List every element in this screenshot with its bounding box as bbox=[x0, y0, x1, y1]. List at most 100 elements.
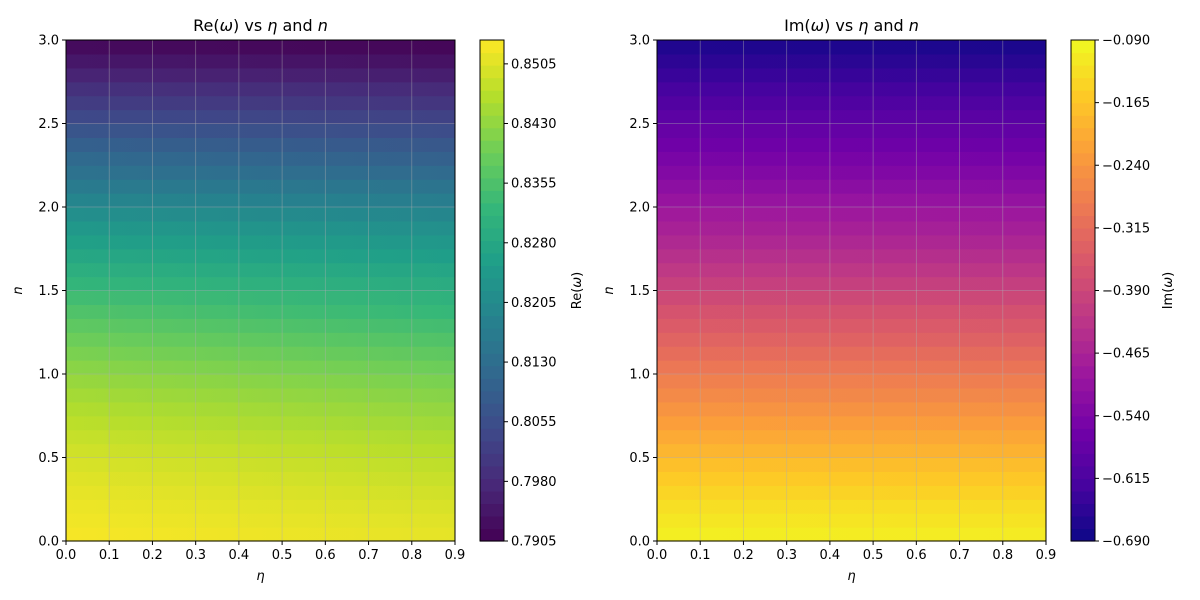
contour-band bbox=[66, 109, 455, 125]
colorbar-segment bbox=[1071, 478, 1095, 492]
colorbar-tick-label: −0.315 bbox=[1102, 221, 1150, 236]
contour-band bbox=[66, 207, 455, 222]
chart-title-part: ) vs bbox=[824, 16, 858, 35]
colorbar-segment bbox=[1071, 190, 1095, 204]
contour-band bbox=[66, 499, 455, 514]
contour-band bbox=[66, 95, 455, 111]
contour-band bbox=[657, 137, 1046, 152]
chart-title-part: η bbox=[267, 16, 277, 35]
colorbar-segment bbox=[480, 165, 504, 179]
colorbar-segment bbox=[1071, 115, 1095, 129]
colorbar-label-part: ω bbox=[570, 277, 585, 288]
contour-band bbox=[657, 415, 1046, 431]
colorbar-tick-label: −0.690 bbox=[1102, 535, 1150, 550]
contour-band bbox=[657, 513, 1046, 528]
colorbar-frame bbox=[479, 39, 505, 542]
colorbar: 0.7905 0.7980 0.8055 0.8130 0.8205 0.8280 0.83… bbox=[479, 39, 585, 550]
contour-band bbox=[66, 67, 455, 83]
colorbar-tick-label: 0.8205 bbox=[511, 296, 557, 311]
y-tick-label: 1.5 bbox=[629, 284, 650, 299]
colorbar-segment bbox=[1071, 165, 1095, 179]
contour-band bbox=[657, 374, 1046, 389]
colorbar-segment bbox=[1071, 490, 1095, 505]
contour-band bbox=[657, 234, 1046, 250]
colorbar-segment bbox=[480, 428, 504, 442]
colorbar-tick-label: −0.390 bbox=[1102, 284, 1150, 299]
colorbar-segment bbox=[480, 328, 504, 342]
contour-band bbox=[66, 290, 455, 306]
x-tick-label: 0.0 bbox=[647, 548, 668, 563]
contour-band bbox=[657, 276, 1046, 292]
y-tick-label: 0.0 bbox=[629, 535, 650, 550]
re-omega-panel: 0.0 0.1 0.2 0.3 0.4 0.5 0.6 0.7 0.8 0.9 0.0 0.5 1.0 1… bbox=[11, 16, 585, 584]
chart-title-part: and bbox=[277, 16, 317, 35]
contour-band bbox=[66, 374, 455, 389]
colorbar-segment bbox=[480, 528, 504, 542]
contour-band bbox=[66, 123, 455, 139]
colorbar-segment bbox=[480, 215, 504, 229]
colorbar-tick-label: −0.240 bbox=[1102, 159, 1150, 174]
colorbar-label-part: Re( bbox=[570, 288, 585, 310]
colorbar-segment bbox=[1071, 315, 1095, 329]
colorbar-label: Im(ω) bbox=[1161, 272, 1176, 310]
contour-band bbox=[66, 179, 455, 194]
colorbar-segment bbox=[480, 315, 504, 329]
y-tick-label: 2.5 bbox=[629, 117, 650, 132]
colorbar-segment bbox=[480, 115, 504, 129]
chart-title-part: Re( bbox=[193, 16, 219, 35]
colorbar-segment bbox=[480, 52, 504, 66]
contour-band bbox=[66, 151, 455, 166]
contour-band bbox=[657, 67, 1046, 83]
contour-band bbox=[66, 513, 455, 528]
colorbar-segment bbox=[1071, 378, 1095, 392]
y-tick-label: 0.5 bbox=[38, 451, 59, 466]
contour-band bbox=[657, 207, 1046, 222]
contour-band bbox=[66, 401, 455, 417]
x-tick-label: 0.4 bbox=[229, 548, 250, 563]
y-tick-label: 1.0 bbox=[629, 368, 650, 383]
colorbar-segment bbox=[480, 478, 504, 492]
colorbar-segment bbox=[1071, 202, 1095, 216]
chart-title-part: Im( bbox=[784, 16, 811, 35]
colorbar-segment bbox=[480, 40, 504, 54]
x-tick-label: 0.9 bbox=[1036, 548, 1057, 563]
colorbar-tick-label: 0.7905 bbox=[511, 535, 557, 550]
colorbar-segment bbox=[1071, 77, 1095, 91]
x-tick-label: 0.3 bbox=[776, 548, 797, 563]
colorbar-segment bbox=[1071, 290, 1095, 304]
chart-title-part: n bbox=[318, 16, 328, 35]
colorbar-tick-label: 0.8505 bbox=[511, 57, 557, 72]
colorbar-label-part: ) bbox=[1161, 272, 1176, 277]
x-tick-label: 0.8 bbox=[401, 548, 422, 563]
contour-band bbox=[66, 304, 455, 319]
y-tick-label: 3.0 bbox=[38, 34, 59, 49]
contour-band bbox=[657, 401, 1046, 417]
contour-band bbox=[66, 415, 455, 431]
colorbar: −0.690 −0.615 −0.540 −0.465 −0.390 −0.315 −0.2… bbox=[1070, 34, 1176, 550]
contour-band bbox=[66, 53, 455, 69]
chart-title-part: ω bbox=[220, 16, 233, 35]
colorbar-tick-label: −0.090 bbox=[1102, 34, 1150, 49]
contour-band bbox=[657, 193, 1046, 208]
y-tick-label: 1.0 bbox=[38, 368, 59, 383]
contour-band bbox=[657, 53, 1046, 69]
colorbar-segment bbox=[1071, 252, 1095, 267]
contour-band bbox=[657, 443, 1046, 459]
colorbar-label-part: Im( bbox=[1161, 288, 1176, 310]
contour-band bbox=[657, 499, 1046, 514]
contour-band bbox=[657, 290, 1046, 306]
colorbar-segment bbox=[480, 503, 504, 517]
colorbar-segment bbox=[1071, 140, 1095, 154]
x-tick-label: 0.2 bbox=[142, 548, 163, 563]
colorbar-tick-label: −0.540 bbox=[1102, 409, 1150, 424]
contour-band bbox=[657, 81, 1046, 97]
x-tick-label: 0.2 bbox=[733, 548, 754, 563]
colorbar-tick-label: 0.7980 bbox=[511, 475, 557, 490]
colorbar-segment bbox=[1071, 390, 1095, 404]
colorbar-segment bbox=[1071, 403, 1095, 417]
colorbar-segment bbox=[480, 252, 504, 267]
contour-band bbox=[66, 471, 455, 486]
colorbar-segment bbox=[1071, 152, 1095, 166]
chart-title-part: and bbox=[868, 16, 908, 35]
colorbar-segment bbox=[1071, 365, 1095, 379]
